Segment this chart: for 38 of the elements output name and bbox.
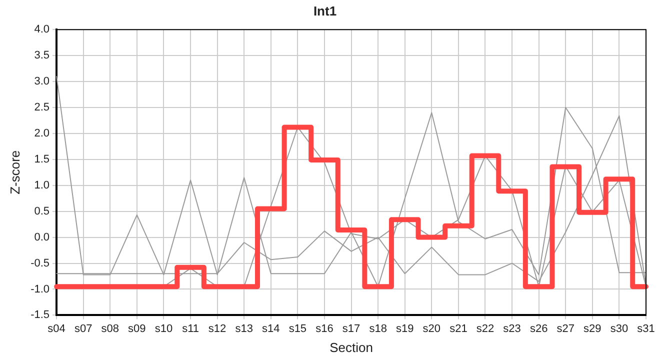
x-tick-label: s15 xyxy=(288,322,307,335)
x-tick-label: s22 xyxy=(476,322,494,335)
x-tick-label: s23 xyxy=(503,322,521,335)
y-tick-label: -0.5 xyxy=(30,257,50,270)
y-tick-label: 0.0 xyxy=(34,231,50,244)
x-tick-label: s08 xyxy=(101,322,120,335)
y-tick-label: 2.0 xyxy=(34,127,50,140)
y-tick-label: 3.5 xyxy=(34,50,50,62)
x-tick-label: s04 xyxy=(48,322,66,335)
x-tick-label: s11 xyxy=(182,322,199,335)
x-tick-label: s10 xyxy=(154,322,173,335)
y-tick-label: 4.0 xyxy=(34,24,50,36)
y-tick-label: 0.5 xyxy=(34,205,50,218)
x-tick-label: s07 xyxy=(74,322,92,335)
x-tick-label: s31 xyxy=(637,322,655,335)
y-tick-label: 1.5 xyxy=(34,153,50,166)
x-tick-label: s21 xyxy=(450,322,468,335)
y-axis-title: Z-score xyxy=(7,150,22,194)
x-axis-title: Section xyxy=(330,340,373,355)
x-tick-label: s17 xyxy=(342,322,360,335)
y-tick-label: 3.0 xyxy=(34,76,50,88)
x-tick-label: s12 xyxy=(208,322,226,335)
x-tick-label: s29 xyxy=(584,322,602,335)
x-tick-label: s16 xyxy=(316,322,334,335)
y-tick-label: -1.0 xyxy=(30,283,50,296)
x-tick-label: s14 xyxy=(262,322,280,335)
x-tick-label: s19 xyxy=(396,322,414,335)
x-tick-label: s13 xyxy=(235,322,253,335)
x-tick-label: s26 xyxy=(530,322,548,335)
y-tick-label: -1.5 xyxy=(30,309,50,322)
x-tick-label: s20 xyxy=(422,322,441,335)
chart-title: Int1 xyxy=(313,3,337,18)
x-tick-label: s30 xyxy=(610,322,628,335)
y-tick-label: 2.5 xyxy=(34,102,50,114)
x-tick-label: s09 xyxy=(128,322,146,335)
x-tick-label: s27 xyxy=(556,322,574,335)
x-tick-label: s18 xyxy=(369,322,387,335)
y-tick-label: 1.0 xyxy=(34,179,50,192)
